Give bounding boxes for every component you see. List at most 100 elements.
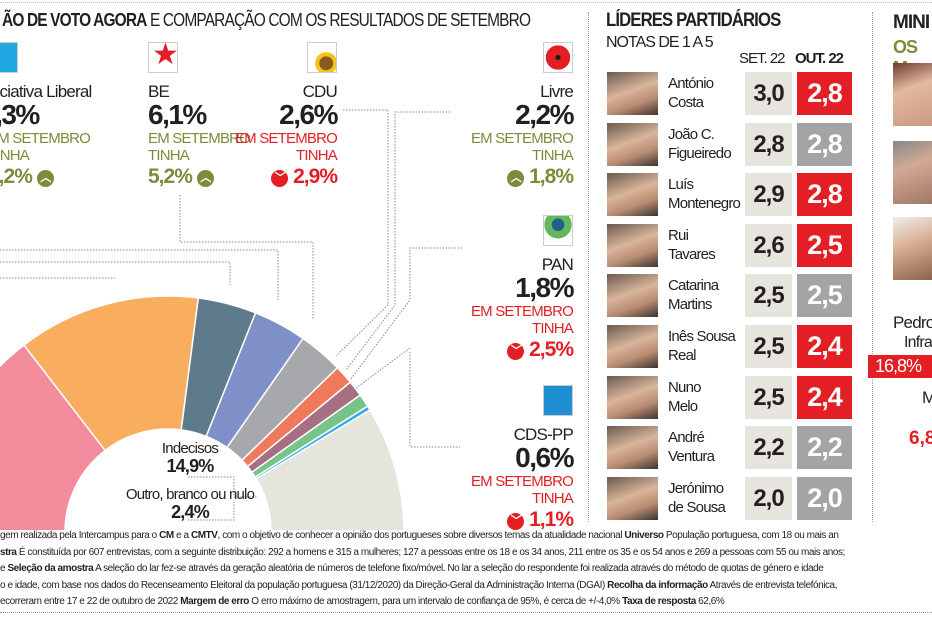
donut-slice bbox=[0, 344, 107, 530]
col-header-out: OUT. 22 bbox=[795, 50, 844, 67]
be-logo-icon: ★ bbox=[148, 42, 178, 73]
methodology-note: gem realizada pela Intercampus para o CM… bbox=[0, 528, 932, 611]
leader-row: Inês Sousa Real 2,5 2,4 bbox=[606, 325, 852, 371]
leader-row: Luís Montenegro 2,9 2,8 bbox=[606, 173, 852, 219]
footer-text: gem realizada pela Intercampus para o bbox=[0, 530, 160, 541]
score-sep-22: 3,0 bbox=[745, 72, 792, 115]
footer-text: É constituída por 607 entrevistas, com a… bbox=[16, 546, 845, 558]
party-pct: 0,6% bbox=[515, 442, 574, 473]
leader-line bbox=[0, 249, 279, 300]
previous-result: ﹀ 2,9% bbox=[137, 166, 338, 187]
score-sep-22: 2,5 bbox=[745, 375, 792, 419]
party-tinha: TINHA bbox=[148, 147, 190, 164]
party-em: EM SETEMBRO bbox=[234, 130, 338, 147]
previous-value: 5,2% bbox=[148, 165, 193, 188]
leader-name: André Ventura bbox=[668, 429, 715, 466]
party-em: EM SETEMBRO bbox=[470, 303, 574, 320]
footer-heading: Seleção da amostra bbox=[7, 563, 94, 575]
leader-row: Jerónimo de Sousa 2,0 2,0 bbox=[606, 476, 852, 523]
party-name: CDS-PP bbox=[513, 425, 574, 444]
score-sep-22: 2,2 bbox=[745, 426, 792, 470]
leader-row: António Costa 3,0 2,8 bbox=[606, 72, 852, 118]
footer-text: , com o objetivo de conhecer a opinião d… bbox=[217, 530, 625, 541]
minister-pct-badge: 16,8% bbox=[868, 355, 932, 378]
minister-photo bbox=[893, 217, 932, 280]
leader-line bbox=[355, 347, 411, 389]
party-pct: 7,3% bbox=[0, 99, 40, 130]
leader-photo bbox=[607, 173, 658, 217]
chevron-down-icon: ﹀ bbox=[507, 513, 525, 530]
footer-heading: Taxa de resposta bbox=[622, 596, 696, 608]
bottom-divider bbox=[0, 612, 932, 613]
cds-logo-icon bbox=[543, 385, 573, 416]
footer-heading: CMTV bbox=[191, 530, 218, 541]
leader-photo bbox=[607, 426, 658, 470]
vote-intention-donut bbox=[0, 109, 462, 530]
minister-pct: 6,8 bbox=[909, 428, 932, 449]
leader-photo bbox=[607, 122, 658, 166]
leader-name: Nuno Melo bbox=[668, 378, 701, 415]
score-sep-22: 2,5 bbox=[745, 274, 792, 318]
footer-text: e a bbox=[173, 530, 191, 541]
party-tinha: TINHA bbox=[295, 147, 338, 164]
party-em: EM SETEMBRO bbox=[0, 130, 91, 147]
ministers-title: MINI bbox=[893, 12, 930, 33]
footer-text: Através de entrevista telefónica, bbox=[707, 579, 838, 591]
score-oct-22: 2,4 bbox=[797, 325, 852, 368]
pan-logo-icon bbox=[543, 215, 573, 246]
indecisos-label: Indecisos 14,9% bbox=[161, 440, 219, 476]
footer-heading: Margem de erro bbox=[180, 596, 249, 608]
leader-line bbox=[188, 500, 235, 521]
divider bbox=[872, 12, 873, 522]
leader-row: Catarina Martins 2,5 2,5 bbox=[606, 274, 852, 320]
party-name: CDU bbox=[302, 82, 338, 101]
divider bbox=[588, 12, 589, 522]
footer-text: o e idade, com base nos dados do Recense… bbox=[0, 579, 608, 591]
footer-heading: Recolha da informação bbox=[607, 579, 708, 591]
score-oct-22: 2,8 bbox=[797, 72, 852, 115]
leader-photo bbox=[607, 72, 658, 115]
party-tinha: TINHA bbox=[531, 147, 574, 164]
score-oct-22: 2,2 bbox=[797, 426, 852, 470]
leader-name: Catarina Martins bbox=[668, 277, 719, 314]
score-sep-22: 2,0 bbox=[745, 476, 792, 520]
party-pan: PAN 1,8% EM SETEMBRO TINHA ﹀ 2,5% bbox=[373, 215, 575, 360]
leader-photo bbox=[607, 223, 658, 267]
leader-name: Jerónimo de Sousa bbox=[668, 479, 726, 516]
footer-heading: stra bbox=[0, 546, 17, 558]
footer-line: stra É constituída por 607 entrevistas, … bbox=[0, 545, 932, 562]
minister-photo bbox=[893, 141, 932, 204]
leader-line bbox=[335, 109, 389, 357]
footer-line: ecorreram entre 17 e 22 de outubro de 20… bbox=[0, 594, 932, 611]
chevron-down-icon: ﹀ bbox=[271, 170, 289, 187]
score-sep-22: 2,9 bbox=[745, 173, 792, 217]
leaders-subtitle: NOTAS DE 1 A 5 bbox=[606, 34, 714, 51]
previous-result: ﹀ 2,5% bbox=[373, 339, 574, 360]
party-be: ★ BE 6,1% EM SETEMBRO TINHA 5,2% ︿ bbox=[148, 42, 348, 187]
party-tinha: TINHA bbox=[0, 147, 30, 164]
chevron-up-icon: ︿ bbox=[507, 170, 525, 187]
leader-row: Rui Tavares 2,6 2,5 bbox=[606, 223, 852, 270]
previous-value: 1,1% bbox=[529, 508, 574, 531]
score-oct-22: 2,0 bbox=[797, 476, 852, 520]
party-em: EM SETEMBRO bbox=[470, 130, 574, 147]
leader-line bbox=[349, 247, 462, 381]
previous-value: 1,8% bbox=[529, 165, 574, 188]
score-oct-22: 2,8 bbox=[797, 173, 852, 217]
leader-name: Inês Sousa Real bbox=[668, 328, 736, 364]
il-logo-icon bbox=[0, 42, 18, 73]
party-cdu: CDU 2,6% EM SETEMBRO TINHA ﹀ 2,9% bbox=[137, 42, 339, 187]
party-em: EM SETEMBRO bbox=[148, 130, 251, 147]
footer-heading: CM bbox=[159, 530, 174, 541]
minister-photo bbox=[893, 63, 932, 126]
minister-name: Pedro bbox=[893, 313, 932, 332]
chevron-up-icon: ︿ bbox=[196, 170, 214, 187]
previous-result: ﹀ 1,1% bbox=[373, 508, 574, 531]
leader-name: Luís Montenegro bbox=[668, 176, 741, 213]
party-pct: 2,6% bbox=[279, 99, 338, 130]
party-cds-pp: CDS-PP 0,6% EM SETEMBRO TINHA ﹀ 1,1% bbox=[373, 385, 575, 531]
col-header-set: SET. 22 bbox=[739, 50, 786, 67]
previous-result: 5,2% ︿ bbox=[0, 166, 188, 187]
footer-text: ecorreram entre 17 e 22 de outubro de 20… bbox=[0, 596, 181, 608]
leader-line bbox=[179, 195, 314, 320]
